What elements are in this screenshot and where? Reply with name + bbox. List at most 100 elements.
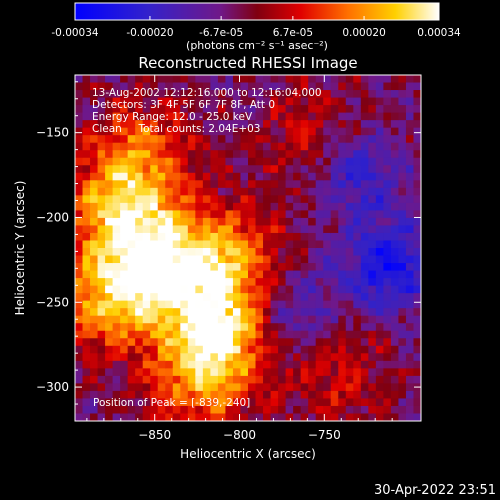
heatmap-cell: [225, 315, 234, 324]
heatmap-cell: [112, 112, 121, 121]
heatmap-cell: [202, 202, 211, 211]
heatmap-cell: [300, 360, 309, 369]
heatmap-cell: [120, 82, 129, 91]
heatmap-cell: [172, 315, 181, 324]
heatmap-cell: [360, 232, 369, 242]
heatmap-cell: [75, 338, 84, 347]
heatmap-cell: [240, 398, 249, 407]
heatmap-cell: [120, 413, 129, 421]
heatmap-cell: [97, 217, 106, 227]
heatmap-cell: [315, 82, 324, 91]
heatmap-cell: [217, 413, 227, 421]
heatmap-cell: [142, 315, 151, 324]
heatmap-cell: [172, 202, 181, 211]
heatmap-cell: [202, 270, 211, 279]
heatmap-cell: [270, 82, 279, 91]
heatmap-cell: [270, 300, 279, 309]
heatmap-cell: [75, 127, 84, 136]
heatmap-cell: [338, 225, 347, 234]
heatmap-cell: [127, 217, 136, 227]
heatmap-cell: [375, 195, 384, 204]
heatmap-cell: [323, 112, 332, 121]
heatmap-cell: [263, 405, 272, 415]
heatmap-cell: [353, 353, 362, 362]
heatmap-cell: [353, 202, 362, 211]
heatmap-cell: [165, 75, 174, 84]
heatmap-cell: [278, 157, 287, 166]
heatmap-cell: [195, 165, 204, 174]
heatmap-cell: [353, 232, 362, 242]
heatmap-cell: [255, 345, 264, 354]
heatmap-cell: [225, 255, 234, 264]
heatmap-cell: [338, 195, 347, 204]
heatmap-cell: [90, 82, 99, 91]
heatmap-cell: [112, 202, 121, 211]
heatmap-cell: [187, 255, 196, 264]
heatmap-cell: [383, 368, 392, 377]
heatmap-cell: [195, 330, 204, 339]
heatmap-cell: [293, 105, 302, 114]
heatmap-cell: [142, 375, 151, 384]
heatmap-cell: [150, 90, 159, 99]
heatmap-cell: [202, 368, 211, 377]
heatmap-cell: [248, 232, 257, 242]
heatmap-cell: [270, 413, 279, 421]
heatmap-cell: [127, 97, 136, 106]
heatmap-cell: [232, 127, 242, 136]
heatmap-cell: [383, 360, 392, 369]
heatmap-cell: [97, 270, 106, 279]
heatmap-cell: [195, 180, 204, 189]
heatmap-cell: [217, 398, 227, 407]
heatmap-cell: [195, 383, 204, 392]
heatmap-cell: [202, 180, 211, 189]
heatmap-cell: [368, 278, 377, 287]
heatmap-cell: [195, 240, 204, 249]
heatmap-cell: [293, 180, 302, 189]
heatmap-cell: [127, 90, 136, 99]
heatmap-cell: [368, 210, 377, 219]
heatmap-cell: [135, 390, 144, 400]
heatmap-cell: [232, 165, 242, 174]
heatmap-cell: [187, 112, 196, 121]
heatmap-cell: [330, 405, 339, 415]
heatmap-cell: [90, 195, 99, 204]
heatmap-cell: [255, 263, 264, 272]
heatmap-cell: [353, 195, 362, 204]
heatmap-cell: [240, 368, 249, 377]
heatmap-cell: [240, 390, 249, 400]
heatmap-cell: [293, 187, 302, 196]
heatmap-cell: [360, 165, 369, 174]
heatmap-cell: [300, 390, 309, 400]
heatmap-cell: [180, 172, 189, 181]
heatmap-cell: [217, 120, 227, 129]
heatmap-cell: [330, 90, 339, 99]
colorbar: [75, 3, 439, 20]
heatmap-cell: [90, 375, 99, 384]
heatmap-cell: [383, 308, 392, 317]
heatmap-cell: [232, 172, 242, 181]
heatmap-cell: [180, 150, 189, 159]
heatmap-cell: [255, 180, 264, 189]
annotation-total-counts: Clean Total counts: 2.04E+03: [92, 123, 261, 135]
heatmap-cell: [90, 293, 99, 302]
heatmap-cell: [405, 187, 415, 196]
heatmap-cell: [270, 330, 279, 339]
heatmap-cell: [82, 368, 91, 377]
heatmap-cell: [345, 308, 354, 317]
heatmap-cell: [293, 240, 302, 249]
heatmap-cell: [172, 368, 181, 377]
heatmap-cell: [105, 293, 114, 302]
heatmap-cell: [360, 210, 369, 219]
heatmap-cell: [90, 323, 99, 332]
heatmap-cell: [225, 375, 234, 384]
heatmap-cell: [413, 165, 421, 174]
heatmap-cell: [187, 368, 196, 377]
heatmap-cell: [300, 270, 309, 279]
heatmap-cell: [150, 127, 159, 136]
heatmap-cell: [157, 217, 166, 227]
heatmap-cell: [405, 278, 415, 287]
heatmap-cell: [172, 308, 181, 317]
heatmap-cell: [217, 390, 227, 400]
heatmap-cell: [330, 308, 339, 317]
heatmap-cell: [368, 202, 377, 211]
